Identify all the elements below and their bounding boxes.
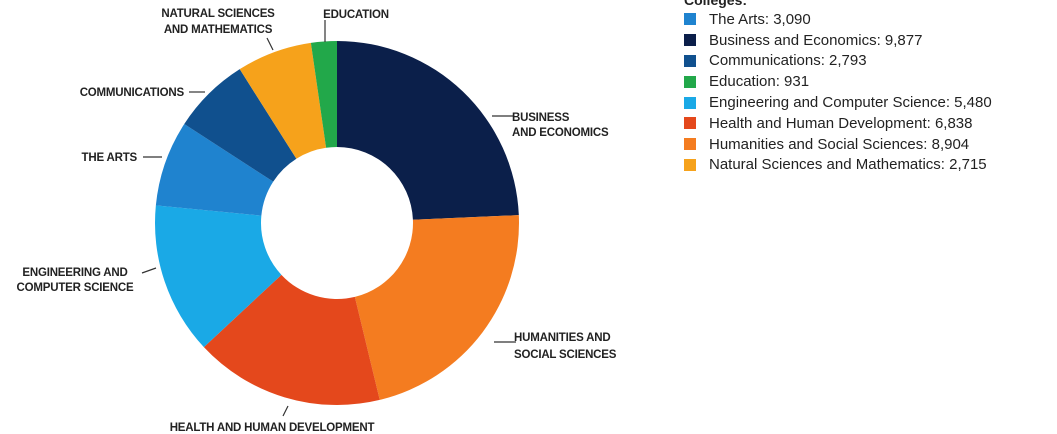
label-arts: THE ARTS <box>82 152 138 164</box>
label-humanities-line: SOCIAL SCIENCES <box>514 349 617 361</box>
legend-item-humanities: Humanities and Social Sciences: 8,904 <box>684 134 992 155</box>
slice-natural <box>239 42 327 159</box>
legend-swatch <box>684 138 696 151</box>
legend-swatch <box>684 158 696 171</box>
label-communications-line: COMMUNICATIONS <box>80 87 185 99</box>
legend-items: The Arts: 3,090 Business and Economics: 9… <box>684 9 992 175</box>
legend-label: Health and Human Development: 6,838 <box>709 114 973 132</box>
slice-health <box>203 274 380 405</box>
legend-label: Natural Sciences and Mathematics: 2,715 <box>709 156 987 174</box>
slice-education <box>310 41 337 148</box>
label-arts-line: THE ARTS <box>82 152 138 164</box>
label-business-line: AND ECONOMICS <box>512 127 609 139</box>
leader-natural <box>266 37 274 51</box>
label-health: HEALTH AND HUMAN DEVELOPMENT <box>170 422 375 434</box>
label-education-line: EDUCATION <box>323 9 389 21</box>
legend-label: The Arts: 3,090 <box>709 10 811 28</box>
slice-arts <box>155 124 274 216</box>
label-natural-line: NATURAL SCIENCES <box>161 8 275 20</box>
label-education: EDUCATION <box>323 9 389 21</box>
label-humanities: HUMANITIES AND SOCIAL SCIENCES <box>514 332 617 361</box>
legend-item-communications: Communications: 2,793 <box>684 51 992 72</box>
legend: Colleges: The Arts: 3,090 Business and Ec… <box>684 0 992 175</box>
legend-label: Humanities and Social Sciences: 8,904 <box>709 135 970 153</box>
label-business-line: BUSINESS <box>512 112 570 124</box>
legend-item-education: Education: 931 <box>684 71 992 92</box>
legend-title: Colleges: <box>684 0 748 8</box>
legend-swatch <box>684 96 696 109</box>
legend-item-health: Health and Human Development: 6,838 <box>684 113 992 134</box>
slice-humanities <box>354 215 519 400</box>
label-communications: COMMUNICATIONS <box>80 87 185 99</box>
legend-label: Business and Economics: 9,877 <box>709 31 923 49</box>
legend-swatch <box>684 75 696 88</box>
legend-item-business: Business and Economics: 9,877 <box>684 30 992 51</box>
label-engineering-line: COMPUTER SCIENCE <box>17 282 134 294</box>
slice-business <box>337 41 519 220</box>
label-natural-line: AND MATHEMATICS <box>164 24 273 36</box>
legend-item-natural: Natural Sciences and Mathematics: 2,715 <box>684 155 992 176</box>
slice-engineering <box>155 205 282 348</box>
label-engineering-line: ENGINEERING AND <box>22 267 127 279</box>
legend-swatch <box>684 54 696 67</box>
leader-health <box>282 405 289 417</box>
legend-item-arts: The Arts: 3,090 <box>684 9 992 30</box>
slice-communications <box>184 69 297 182</box>
legend-swatch <box>684 117 696 130</box>
legend-label: Engineering and Computer Science: 5,480 <box>709 94 992 112</box>
label-health-line: HEALTH AND HUMAN DEVELOPMENT <box>170 422 375 434</box>
label-humanities-line: HUMANITIES AND <box>514 332 610 344</box>
label-natural: NATURAL SCIENCES AND MATHEMATICS <box>161 8 275 36</box>
label-business: BUSINESS AND ECONOMICS <box>512 112 609 139</box>
legend-label: Communications: 2,793 <box>709 52 867 70</box>
leader-engineering <box>141 267 157 274</box>
label-engineering: ENGINEERING AND COMPUTER SCIENCE <box>17 267 134 294</box>
legend-swatch <box>684 34 696 47</box>
legend-swatch <box>684 13 696 26</box>
legend-item-engineering: Engineering and Computer Science: 5,480 <box>684 92 992 113</box>
legend-label: Education: 931 <box>709 73 810 91</box>
